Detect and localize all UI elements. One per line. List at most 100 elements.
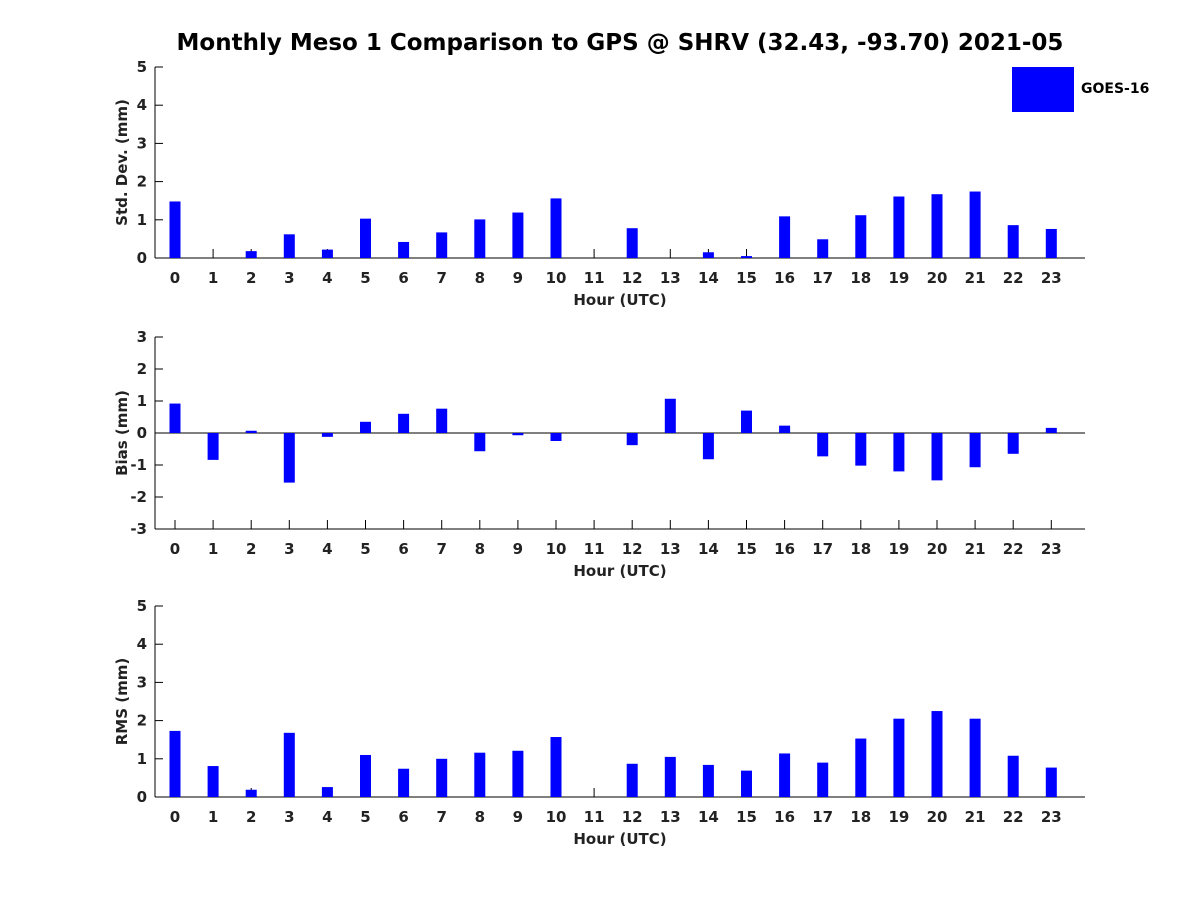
x-tick-label: 23 bbox=[1041, 540, 1062, 558]
x-tick-label: 2 bbox=[246, 269, 256, 287]
x-tick-label: 4 bbox=[322, 808, 332, 826]
x-tick-label: 16 bbox=[774, 808, 795, 826]
x-axis-label: Hour (UTC) bbox=[573, 830, 666, 848]
x-tick-label: 10 bbox=[546, 540, 567, 558]
x-tick-label: 0 bbox=[170, 540, 180, 558]
x-tick-label: 14 bbox=[698, 269, 719, 287]
bar-hour-16 bbox=[779, 216, 791, 258]
bar-hour-3 bbox=[283, 732, 295, 797]
bar-hour-13 bbox=[664, 756, 676, 797]
y-axis-label: Bias (mm) bbox=[113, 390, 131, 476]
bar-hour-20 bbox=[931, 194, 943, 258]
x-tick-label: 6 bbox=[398, 540, 408, 558]
x-tick-label: 9 bbox=[513, 540, 523, 558]
bar-hour-6 bbox=[398, 413, 410, 433]
bar-hour-23 bbox=[1045, 427, 1057, 433]
bar-hour-5 bbox=[360, 754, 371, 797]
y-tick-label: 3 bbox=[137, 134, 147, 152]
bar-hour-12 bbox=[626, 228, 638, 258]
bar-hour-19 bbox=[893, 718, 905, 797]
x-tick-label: 1 bbox=[208, 269, 218, 287]
x-tick-label: 13 bbox=[660, 540, 681, 558]
bar-hour-22 bbox=[1007, 755, 1019, 797]
x-tick-label: 12 bbox=[622, 540, 643, 558]
bar-hour-1 bbox=[207, 433, 219, 460]
bar-hour-10 bbox=[550, 198, 562, 258]
bar-hour-17 bbox=[817, 433, 829, 457]
bar-hour-20 bbox=[931, 433, 943, 481]
bar-hour-3 bbox=[283, 433, 295, 483]
x-tick-label: 4 bbox=[322, 540, 332, 558]
x-tick-label: 17 bbox=[812, 269, 833, 287]
bar-hour-3 bbox=[283, 234, 295, 258]
bar-hour-19 bbox=[893, 433, 905, 472]
x-tick-label: 5 bbox=[360, 269, 370, 287]
bar-hour-10 bbox=[550, 433, 562, 441]
x-tick-label: 9 bbox=[513, 808, 523, 826]
bar-hour-20 bbox=[931, 711, 943, 797]
bar-hour-0 bbox=[169, 201, 181, 258]
x-tick-label: 15 bbox=[736, 540, 757, 558]
y-axis-label: RMS (mm) bbox=[113, 658, 131, 745]
bar-hour-10 bbox=[550, 737, 562, 797]
x-tick-label: 4 bbox=[322, 269, 332, 287]
x-tick-label: 2 bbox=[246, 808, 256, 826]
x-tick-label: 20 bbox=[927, 540, 948, 558]
bar-hour-5 bbox=[360, 421, 371, 433]
bar-hour-21 bbox=[969, 718, 981, 797]
bar-hour-1 bbox=[207, 766, 219, 797]
legend-label: GOES-16 bbox=[1081, 81, 1150, 97]
bar-hour-13 bbox=[664, 398, 676, 433]
bar-hour-7 bbox=[436, 232, 448, 258]
y-tick-label: -1 bbox=[130, 456, 147, 474]
bar-hour-15 bbox=[741, 770, 752, 797]
bar-hour-23 bbox=[1045, 767, 1057, 797]
x-tick-label: 7 bbox=[436, 269, 446, 287]
x-tick-label: 3 bbox=[284, 540, 294, 558]
chart-title: Monthly Meso 1 Comparison to GPS @ SHRV … bbox=[176, 30, 1064, 56]
x-tick-label: 0 bbox=[170, 269, 180, 287]
x-tick-label: 2 bbox=[246, 540, 256, 558]
x-tick-label: 17 bbox=[812, 808, 833, 826]
bar-hour-18 bbox=[855, 738, 867, 797]
x-tick-label: 22 bbox=[1003, 269, 1024, 287]
bar-hour-23 bbox=[1045, 228, 1057, 258]
x-tick-label: 21 bbox=[965, 808, 986, 826]
x-tick-label: 10 bbox=[546, 269, 567, 287]
y-tick-label: -2 bbox=[130, 488, 147, 506]
x-tick-label: 23 bbox=[1041, 269, 1062, 287]
x-tick-label: 5 bbox=[360, 540, 370, 558]
x-tick-label: 15 bbox=[736, 269, 757, 287]
y-tick-label: 2 bbox=[137, 360, 147, 378]
x-tick-label: 23 bbox=[1041, 808, 1062, 826]
bar-hour-6 bbox=[398, 241, 410, 258]
legend: GOES-16 bbox=[1012, 67, 1162, 113]
x-tick-label: 18 bbox=[850, 269, 871, 287]
x-tick-label: 7 bbox=[436, 540, 446, 558]
bar-hour-9 bbox=[512, 750, 524, 797]
bar-hour-12 bbox=[626, 763, 638, 797]
x-tick-label: 12 bbox=[622, 808, 643, 826]
y-tick-label: 1 bbox=[137, 392, 147, 410]
x-tick-label: 8 bbox=[475, 808, 485, 826]
y-tick-label: 4 bbox=[137, 96, 147, 114]
bar-hour-0 bbox=[169, 730, 181, 797]
x-tick-label: 9 bbox=[513, 269, 523, 287]
x-tick-label: 19 bbox=[888, 269, 909, 287]
bar-hour-17 bbox=[817, 762, 829, 797]
x-tick-label: 19 bbox=[888, 808, 909, 826]
x-tick-label: 18 bbox=[850, 540, 871, 558]
x-tick-label: 8 bbox=[475, 269, 485, 287]
x-tick-label: 20 bbox=[927, 808, 948, 826]
bar-hour-18 bbox=[855, 433, 867, 466]
bar-hour-4 bbox=[321, 249, 333, 258]
x-axis-label: Hour (UTC) bbox=[573, 562, 666, 580]
x-tick-label: 19 bbox=[888, 540, 909, 558]
x-tick-label: 11 bbox=[584, 269, 605, 287]
bar-hour-14 bbox=[702, 433, 714, 460]
bar-hour-0 bbox=[169, 403, 181, 433]
bar-hour-8 bbox=[474, 433, 486, 452]
y-tick-label: 2 bbox=[137, 173, 147, 191]
